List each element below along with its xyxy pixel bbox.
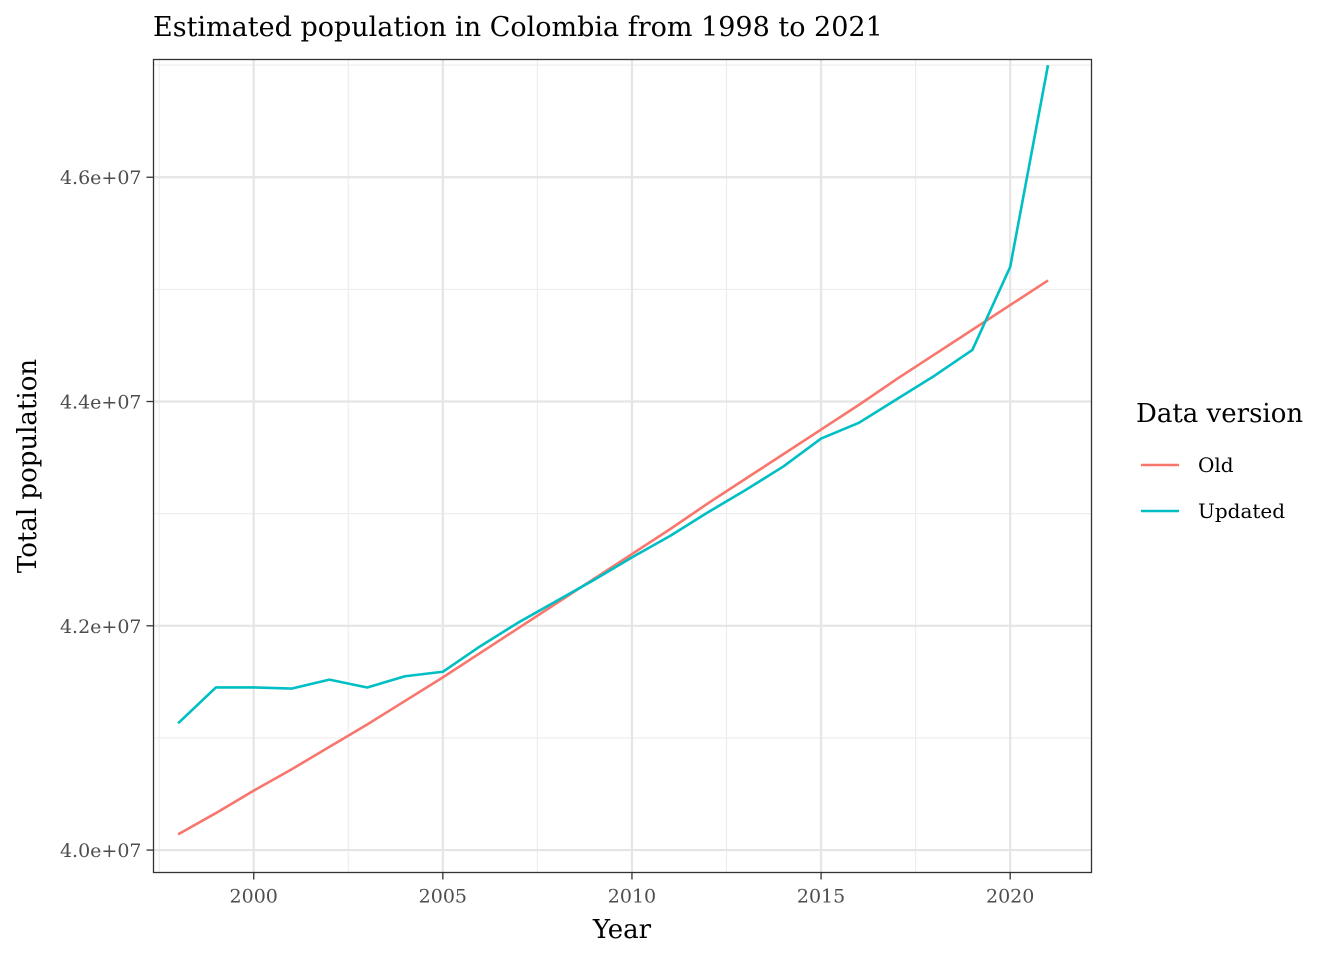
x-tick-label: 2020 — [986, 886, 1034, 908]
series-lines — [177, 64, 1050, 836]
x-tick-label: 2000 — [230, 886, 278, 908]
y-tick-label: 4.2e+07 — [60, 616, 142, 638]
x-axis-title: Year — [592, 915, 652, 945]
series-line-updated — [177, 64, 1050, 725]
y-axis-title: Total population — [13, 359, 43, 573]
legend-title: Data version — [1136, 399, 1303, 429]
chart-title: Estimated population in Colombia from 19… — [153, 12, 883, 43]
plot-panel-border — [152, 58, 1093, 874]
y-tick-label: 4.6e+07 — [60, 167, 142, 189]
legend-label-updated: Updated — [1198, 499, 1285, 523]
legend-label-old: Old — [1198, 453, 1234, 477]
y-axis: 4.0e+07 4.2e+07 4.4e+07 4.6e+07 — [60, 167, 154, 862]
major-gridlines — [153, 59, 1092, 873]
x-tick-label: 2010 — [608, 886, 656, 908]
minor-gridlines — [153, 59, 1092, 873]
y-tick-label: 4.4e+07 — [60, 392, 142, 414]
y-tick-label: 4.0e+07 — [60, 840, 142, 862]
x-tick-label: 2005 — [419, 886, 467, 908]
legend-items: Old Updated — [1141, 453, 1285, 523]
x-tick-label: 2015 — [797, 886, 845, 908]
series-line-old — [177, 279, 1049, 836]
x-axis: 2000 2005 2010 2015 2020 — [230, 872, 1034, 908]
legend: Data version Old Updated — [1136, 399, 1303, 523]
